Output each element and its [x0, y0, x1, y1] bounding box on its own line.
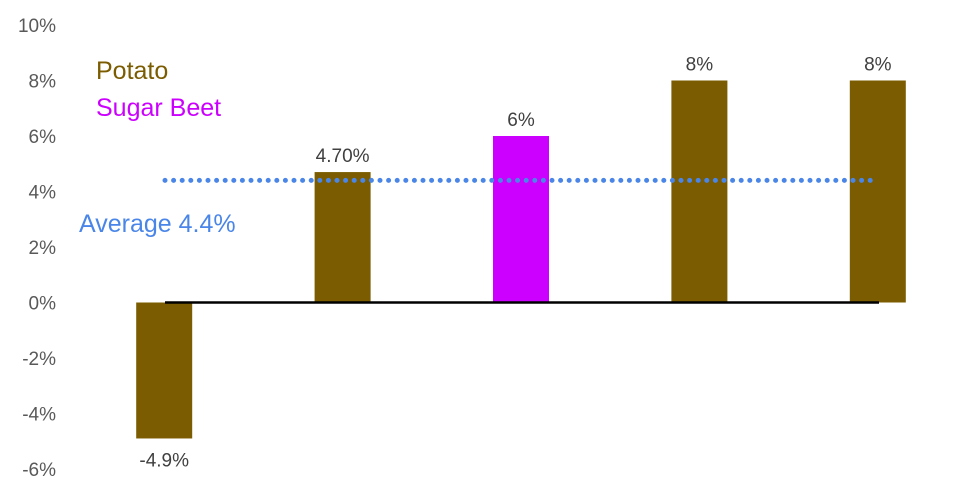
data-label: 4.70% — [316, 146, 370, 167]
y-tick-label: 6% — [29, 127, 57, 148]
bar — [314, 172, 371, 303]
legend-entry: Potato — [96, 57, 168, 85]
legend-entry: Sugar Beet — [96, 94, 221, 122]
legend: Potato Sugar Beet — [96, 57, 221, 122]
data-label: 8% — [864, 55, 892, 76]
data-labels: -4.9% 4.70% 6% 8% 8% — [139, 55, 891, 472]
y-tick-label: -6% — [22, 460, 56, 480]
y-axis: -6% -4% -2% 0% 2% 4% 6% 8% 10% — [18, 16, 56, 480]
data-label: 8% — [686, 55, 714, 76]
data-label: -4.9% — [139, 450, 189, 471]
bar — [493, 136, 549, 303]
y-tick-label: -2% — [22, 349, 56, 370]
data-label: 6% — [507, 110, 535, 131]
y-tick-label: 2% — [29, 238, 57, 259]
bar — [671, 80, 728, 303]
y-tick-label: 8% — [29, 72, 57, 93]
y-tick-label: -4% — [22, 405, 56, 426]
y-tick-label: 10% — [18, 16, 56, 37]
bars — [136, 80, 906, 439]
y-tick-label: 0% — [29, 294, 57, 315]
bar — [849, 80, 906, 303]
y-tick-label: 4% — [29, 183, 57, 204]
bar — [136, 302, 193, 439]
average-label: Average 4.4% — [79, 210, 236, 238]
